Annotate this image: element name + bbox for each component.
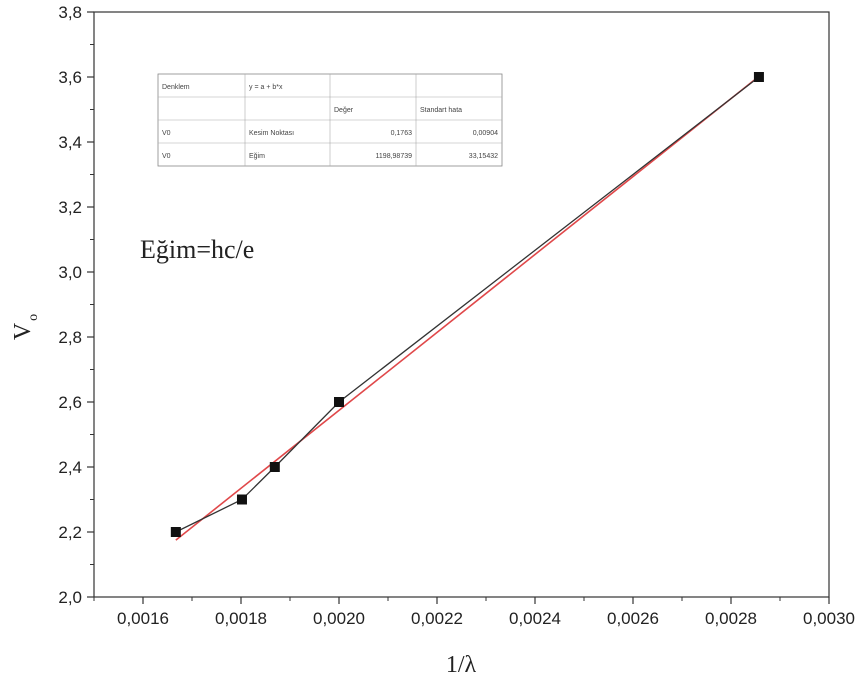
fit-table-cell: V0 <box>162 153 171 160</box>
x-tick-label: 0,0022 <box>411 609 463 628</box>
x-axis-title: 1/λ <box>446 652 477 678</box>
x-tick-label: 0,0026 <box>607 609 659 628</box>
x-tick-label: 0,0030 <box>803 609 855 628</box>
fit-table-cell: Kesim Noktası <box>249 130 294 137</box>
fit-table-cell: y = a + b*x <box>249 84 283 91</box>
fit-table-cell: Değer <box>334 107 354 114</box>
y-tick-label: 2,4 <box>58 458 82 477</box>
x-tick-label: 0,0024 <box>509 609 561 628</box>
slope-annotation: Eğim=hc/e <box>140 235 254 264</box>
y-tick-label: 2,6 <box>58 393 82 412</box>
y-axis-ticks: 2,0 2,2 2,4 2,6 2,8 3,0 3,2 3,4 3,6 3,8 <box>58 3 94 607</box>
data-point <box>269 462 280 472</box>
x-tick-label: 0,0018 <box>215 609 267 628</box>
y-tick-label: 2,2 <box>58 523 82 542</box>
data-point <box>236 494 247 505</box>
y-tick-label: 3,4 <box>58 133 82 152</box>
y-tick-label: 2,8 <box>58 328 82 347</box>
fit-results-table: Denklem y = a + b*x Değer Standart hata V0 Ke… <box>157 73 503 167</box>
fit-table-cell: 0,00904 <box>473 130 498 137</box>
fit-table-cell: Eğim <box>249 153 265 160</box>
y-tick-label: 3,6 <box>58 68 82 87</box>
data-point <box>753 72 764 82</box>
x-tick-label: 0,0020 <box>313 609 365 628</box>
y-axis-title-subscript: o <box>26 314 41 321</box>
fit-table-cell: 33,15432 <box>469 153 498 160</box>
fit-table-cell: Standart hata <box>420 107 462 114</box>
fit-table-cell: 1198,98739 <box>376 153 413 160</box>
y-tick-label: 3,8 <box>58 3 82 22</box>
data-point <box>170 527 181 537</box>
x-tick-label: 0,0028 <box>705 609 757 628</box>
y-axis-title-group: Vo <box>10 314 41 340</box>
fit-table-cell: 0,1763 <box>391 130 413 137</box>
series-layer <box>170 72 764 537</box>
x-tick-label: 0,0016 <box>117 609 169 628</box>
svg-text:Vo: Vo <box>10 314 41 340</box>
fit-table-cell: V0 <box>162 130 171 137</box>
x-axis-ticks: 0,0016 0,0018 0,0020 0,0022 0,0024 0,0026 0,00… <box>93 597 855 628</box>
y-axis-title: V <box>10 322 36 340</box>
data-point <box>334 397 344 407</box>
y-tick-label: 3,2 <box>58 198 82 217</box>
y-tick-label: 2,0 <box>58 588 82 607</box>
fit-table-cell: Denklem <box>162 84 190 91</box>
y-tick-label: 3,0 <box>58 263 82 282</box>
